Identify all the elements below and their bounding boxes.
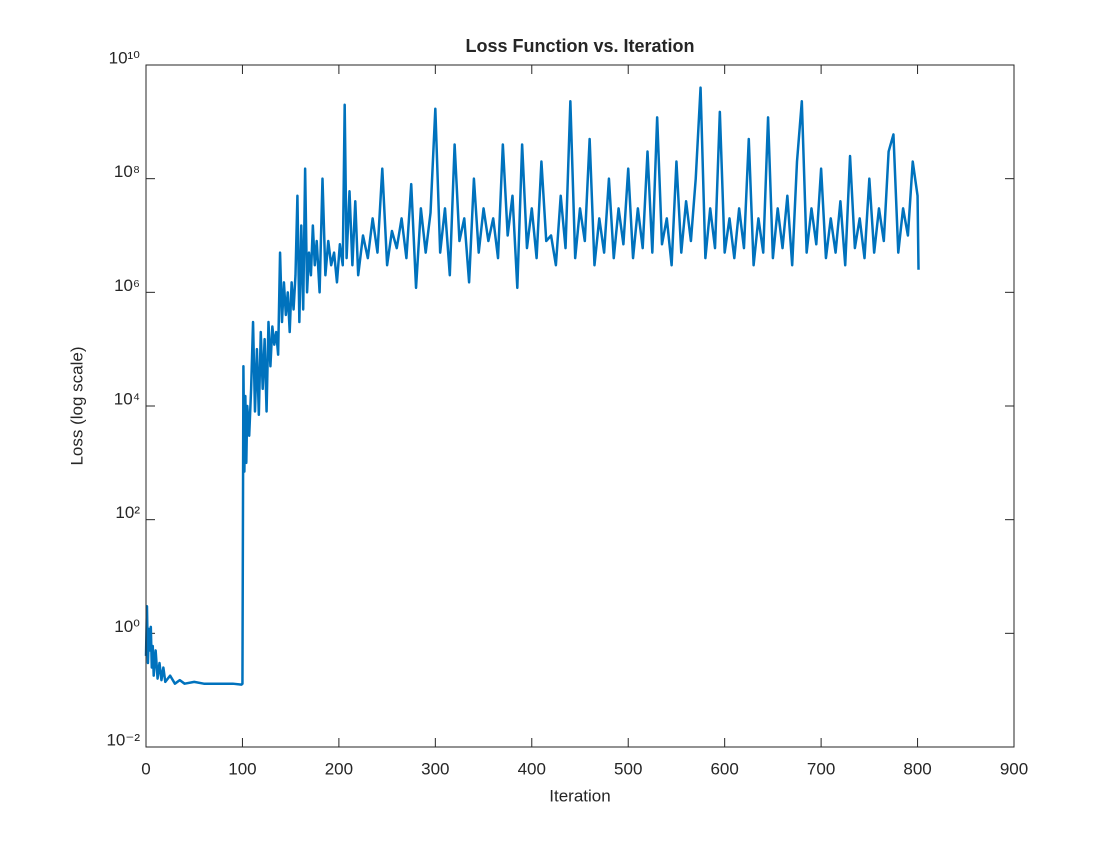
y-tick-label: 10² <box>115 503 140 522</box>
x-tick-label: 100 <box>228 759 256 778</box>
data-line <box>144 86 920 686</box>
x-tick-label: 200 <box>325 759 353 778</box>
y-tick-label: 10¹⁰ <box>109 48 141 67</box>
x-tick-label: 300 <box>421 759 449 778</box>
x-tick-label: 700 <box>807 759 835 778</box>
y-tick-label: 10⁰ <box>114 617 140 636</box>
x-tick-label: 800 <box>903 759 931 778</box>
chart-title: Loss Function vs. Iteration <box>465 36 694 56</box>
x-tick-label: 400 <box>518 759 546 778</box>
y-tick-label: 10⁴ <box>114 389 140 408</box>
y-tick-label: 10⁸ <box>114 162 140 181</box>
y-tick-label: 10⁶ <box>114 276 140 295</box>
x-tick-label: 500 <box>614 759 642 778</box>
axes-box <box>145 64 1015 748</box>
y-tick-label: 10⁻² <box>106 730 140 749</box>
y-axis-label: Loss (log scale) <box>67 346 86 465</box>
x-tick-label: 600 <box>710 759 738 778</box>
x-axis-label: Iteration <box>549 786 610 805</box>
x-tick-label: 900 <box>1000 759 1028 778</box>
x-tick-label: 0 <box>141 759 150 778</box>
